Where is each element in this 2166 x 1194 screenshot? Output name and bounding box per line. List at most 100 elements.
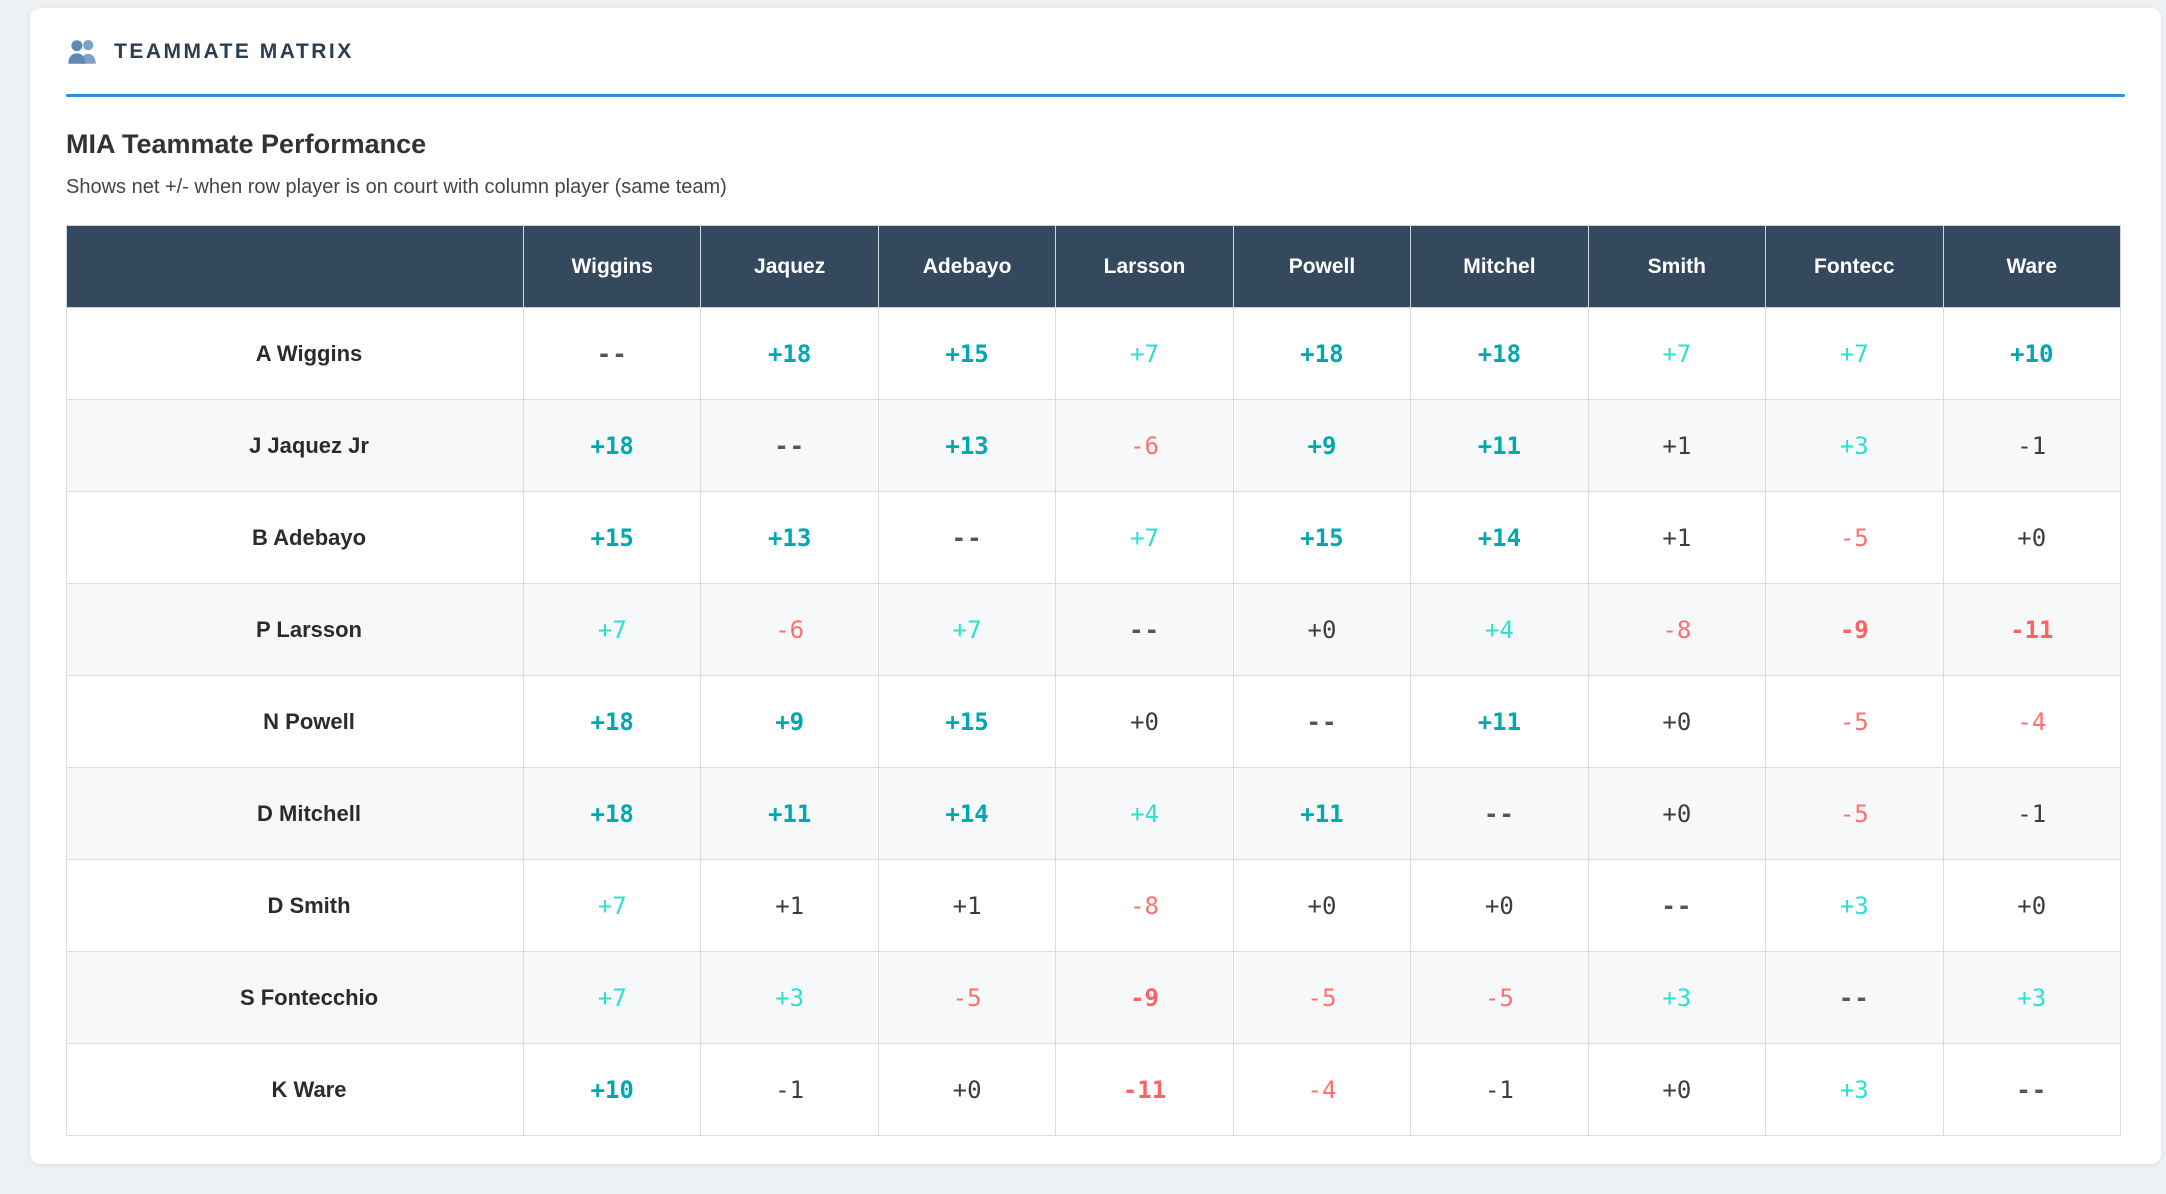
- player-name: P Larsson: [66, 583, 524, 676]
- table-row: J Jaquez Jr +18 -- +13 -6 +9 +11 +1 +3 -1: [66, 399, 2121, 492]
- matrix-cell: +15: [877, 307, 1057, 400]
- matrix-cell: +10: [1942, 307, 2121, 400]
- matrix-cell: +7: [522, 951, 702, 1044]
- matrix-cell: +0: [1587, 675, 1767, 768]
- matrix-cell: +3: [700, 951, 879, 1044]
- matrix-cell: --: [522, 307, 702, 400]
- matrix-cell: -9: [1055, 951, 1234, 1044]
- matrix-cell: -5: [1232, 951, 1412, 1044]
- matrix-cell: +7: [1765, 307, 1944, 400]
- section-heading: MIA Teammate Performance: [66, 129, 427, 159]
- matrix-cell: +3: [1765, 399, 1944, 492]
- matrix-cell: +0: [1232, 859, 1412, 952]
- matrix-cell: +18: [1232, 307, 1412, 400]
- matrix-cell: --: [1587, 859, 1767, 952]
- matrix-cell: -9: [1765, 583, 1944, 676]
- player-name: J Jaquez Jr: [66, 399, 524, 492]
- table-row: B Adebayo +15 +13 -- +7 +15 +14 +1 -5 +0: [66, 491, 2121, 584]
- matrix-cell: -5: [877, 951, 1057, 1044]
- teammate-matrix-table: Wiggins Jaquez Adebayo Larsson Powell Mitchel…: [66, 225, 2121, 1136]
- matrix-cell: +9: [1232, 399, 1412, 492]
- section-subtitle: Shows net +/- when row player is on cour…: [66, 176, 727, 198]
- column-header: Mitchel: [1410, 225, 1589, 308]
- matrix-cell: +4: [1410, 583, 1589, 676]
- matrix-cell: +18: [700, 307, 879, 400]
- matrix-cell: --: [1410, 767, 1589, 860]
- column-header: Ware: [1942, 225, 2121, 308]
- matrix-cell: +4: [1055, 767, 1234, 860]
- table-row: A Wiggins -- +18 +15 +7 +18 +18 +7 +7 +10: [66, 307, 2121, 400]
- matrix-cell: +3: [1765, 1043, 1944, 1136]
- player-name: N Powell: [66, 675, 524, 768]
- matrix-cell: +3: [1587, 951, 1767, 1044]
- matrix-cell: +7: [1055, 307, 1234, 400]
- column-header: Wiggins: [522, 225, 702, 308]
- matrix-cell: +1: [700, 859, 879, 952]
- matrix-cell: -5: [1765, 675, 1944, 768]
- matrix-cell: -4: [1942, 675, 2121, 768]
- player-name: D Smith: [66, 859, 524, 952]
- matrix-cell: --: [1055, 583, 1234, 676]
- matrix-cell: +13: [700, 491, 879, 584]
- matrix-cell: --: [877, 491, 1057, 584]
- matrix-cell: +13: [877, 399, 1057, 492]
- matrix-cell: +1: [877, 859, 1057, 952]
- matrix-cell: +7: [1587, 307, 1767, 400]
- matrix-cell: -8: [1055, 859, 1234, 952]
- matrix-cell: --: [1765, 951, 1944, 1044]
- teammate-matrix-card: TEAMMATE MATRIX MIA Teammate Performance…: [30, 8, 2161, 1164]
- matrix-cell: --: [700, 399, 879, 492]
- matrix-cell: -1: [1410, 1043, 1589, 1136]
- matrix-cell: +14: [1410, 491, 1589, 584]
- column-header: Larsson: [1055, 225, 1234, 308]
- matrix-cell: -6: [700, 583, 879, 676]
- matrix-cell: +10: [522, 1043, 702, 1136]
- column-header: Fontecc: [1765, 225, 1944, 308]
- matrix-header-row: Wiggins Jaquez Adebayo Larsson Powell Mitchel…: [66, 225, 2121, 308]
- header-divider: [66, 94, 2125, 97]
- matrix-cell: -1: [1942, 399, 2121, 492]
- column-header: Powell: [1232, 225, 1412, 308]
- table-row: N Powell +18 +9 +15 +0 -- +11 +0 -5 -4: [66, 675, 2121, 768]
- matrix-cell: +18: [522, 399, 702, 492]
- matrix-cell: +3: [1765, 859, 1944, 952]
- matrix-cell: +11: [700, 767, 879, 860]
- matrix-cell: -5: [1765, 767, 1944, 860]
- matrix-cell: --: [1232, 675, 1412, 768]
- matrix-cell: +0: [1587, 1043, 1767, 1136]
- matrix-cell: +0: [1232, 583, 1412, 676]
- matrix-cell: -1: [1942, 767, 2121, 860]
- player-name: B Adebayo: [66, 491, 524, 584]
- table-row: D Mitchell +18 +11 +14 +4 +11 -- +0 -5 -1: [66, 767, 2121, 860]
- player-name: S Fontecchio: [66, 951, 524, 1044]
- corner-cell: [66, 225, 524, 308]
- matrix-cell: -11: [1055, 1043, 1234, 1136]
- matrix-cell: +18: [1410, 307, 1589, 400]
- matrix-cell: -4: [1232, 1043, 1412, 1136]
- matrix-cell: -6: [1055, 399, 1234, 492]
- matrix-cell: +15: [1232, 491, 1412, 584]
- matrix-cell: -5: [1410, 951, 1589, 1044]
- table-row: K Ware +10 -1 +0 -11 -4 -1 +0 +3 --: [66, 1043, 2121, 1136]
- matrix-cell: +7: [522, 859, 702, 952]
- matrix-cell: +9: [700, 675, 879, 768]
- player-name: D Mitchell: [66, 767, 524, 860]
- matrix-cell: +0: [877, 1043, 1057, 1136]
- matrix-cell: +7: [522, 583, 702, 676]
- column-header: Smith: [1587, 225, 1767, 308]
- matrix-cell: +0: [1942, 491, 2121, 584]
- matrix-cell: +1: [1587, 399, 1767, 492]
- matrix-cell: +11: [1232, 767, 1412, 860]
- column-header: Jaquez: [700, 225, 879, 308]
- matrix-cell: +11: [1410, 675, 1589, 768]
- matrix-cell: -5: [1765, 491, 1944, 584]
- panel-title: TEAMMATE MATRIX: [114, 40, 354, 63]
- matrix-cell: +0: [1942, 859, 2121, 952]
- matrix-cell: +7: [877, 583, 1057, 676]
- matrix-cell: +11: [1410, 399, 1589, 492]
- matrix-cell: -1: [700, 1043, 879, 1136]
- matrix-cell: +18: [522, 767, 702, 860]
- matrix-cell: +0: [1410, 859, 1589, 952]
- table-row: D Smith +7 +1 +1 -8 +0 +0 -- +3 +0: [66, 859, 2121, 952]
- matrix-cell: +1: [1587, 491, 1767, 584]
